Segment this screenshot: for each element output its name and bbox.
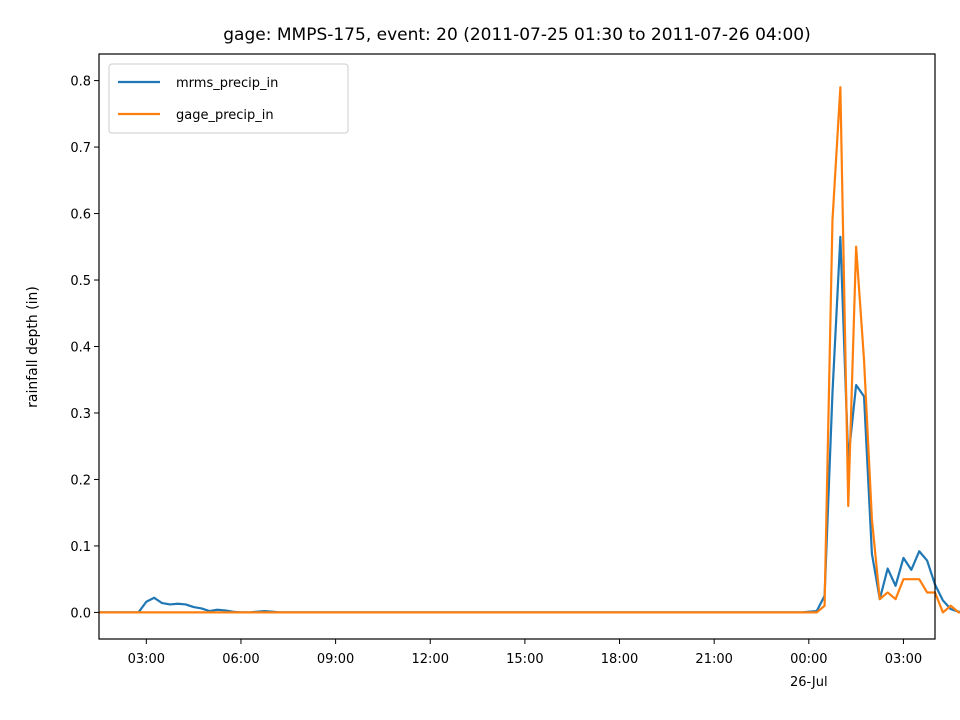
plot-frame [98, 53, 936, 640]
y-tick-label: 0.2 [70, 473, 91, 488]
y-tick-label: 0.8 [70, 75, 91, 90]
y-tick-label: 0.0 [70, 606, 91, 621]
y-tick-label: 0.4 [70, 341, 91, 356]
x-tick-label: 06:00 [222, 652, 259, 667]
legend-box [108, 63, 349, 134]
chart-title: gage: MMPS-175, event: 20 (2011-07-25 01… [223, 25, 810, 45]
legend-label: mrms_precip_in [176, 76, 278, 91]
y-tick-label: 0.1 [70, 540, 91, 555]
x-tick-sublabel: 26-Jul [790, 675, 828, 690]
y-tick-label: 0.7 [70, 141, 91, 156]
y-tick-label: 0.3 [70, 407, 91, 422]
y-axis: 0.0 0.1 0.2 0.3 0.4 0.5 0.6 0.7 0.8 [70, 75, 99, 621]
x-tick-label: 03:00 [885, 652, 922, 667]
y-tick-label: 0.6 [70, 208, 91, 223]
y-tick-label: 0.5 [70, 274, 91, 289]
series-layer [99, 86, 960, 614]
x-tick-label: 09:00 [317, 652, 354, 667]
legend: mrms_precip_in gage_precip_in [108, 63, 349, 134]
x-tick-label: 12:00 [412, 652, 449, 667]
x-tick-label: 18:00 [601, 652, 638, 667]
x-tick-label: 21:00 [695, 652, 732, 667]
y-axis-title: rainfall depth (in) [25, 286, 41, 408]
x-tick-label: 03:00 [128, 652, 165, 667]
x-tick-label: 15:00 [506, 652, 543, 667]
legend-label: gage_precip_in [176, 108, 274, 123]
x-axis: 03:00 06:00 09:00 12:00 15:00 18:00 21:00 00:00… [128, 639, 922, 690]
series-line-gage-precip-in [99, 86, 960, 614]
x-tick-label: 00:00 [790, 652, 827, 667]
